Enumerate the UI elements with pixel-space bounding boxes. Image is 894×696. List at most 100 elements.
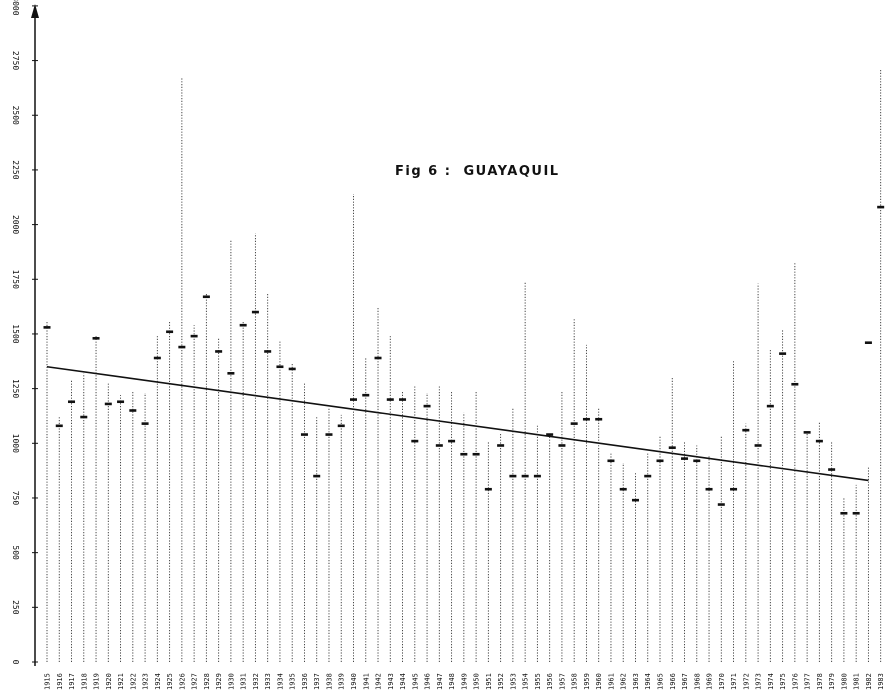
data-point — [816, 440, 823, 443]
x-tick-label: 1978 — [816, 673, 824, 690]
data-point — [497, 444, 504, 447]
x-tick-label: 1960 — [595, 673, 603, 690]
x-tick-label: 1918 — [80, 673, 88, 690]
x-tick-label: 1980 — [840, 673, 848, 690]
y-tick-label: 3000 — [11, 0, 20, 16]
x-tick-label: 1933 — [264, 673, 272, 690]
y-tick-label: 750 — [11, 491, 20, 506]
x-tick-label: 1963 — [632, 673, 640, 690]
x-tick-label: 1941 — [362, 673, 370, 690]
x-tick-label: 1949 — [460, 673, 468, 690]
data-point — [387, 398, 394, 401]
x-tick-label: 1975 — [779, 673, 787, 690]
x-tick-label: 1943 — [387, 673, 395, 690]
data-point — [558, 444, 565, 447]
x-tick-label: 1974 — [767, 673, 775, 690]
data-point — [779, 352, 786, 355]
data-point — [154, 357, 161, 360]
data-point — [105, 403, 112, 406]
y-tick-label: 1000 — [11, 434, 20, 453]
data-point — [424, 405, 431, 408]
data-point — [56, 425, 63, 428]
y-tick-label: 0 — [11, 660, 20, 665]
data-point — [460, 453, 467, 456]
x-tick-label: 1940 — [350, 673, 358, 690]
x-tick-label: 1929 — [215, 673, 223, 690]
x-tick-label: 1917 — [68, 673, 76, 690]
data-point — [44, 326, 51, 329]
x-tick-label: 1950 — [473, 673, 481, 690]
x-tick-label: 1973 — [755, 673, 763, 690]
data-point — [129, 409, 136, 412]
y-tick-label: 1750 — [11, 270, 20, 289]
x-tick-label: 1939 — [338, 673, 346, 690]
x-tick-label: 1981 — [853, 673, 861, 690]
x-axis-ticks: 1915 1916 1917 1918 1919 1920 1921 1922 1923 1924… — [44, 673, 886, 690]
x-tick-label: 1971 — [730, 673, 738, 690]
x-tick-label: 1969 — [706, 673, 714, 690]
y-tick-label: 1250 — [11, 379, 20, 398]
x-tick-label: 1932 — [252, 673, 260, 690]
data-point — [755, 444, 762, 447]
y-tick-label: 250 — [11, 600, 20, 615]
x-tick-label: 1916 — [56, 673, 64, 690]
data-point — [509, 475, 516, 478]
data-point — [362, 394, 369, 397]
x-tick-label: 1937 — [313, 673, 321, 690]
data-point — [227, 372, 234, 375]
x-tick-label: 1942 — [375, 673, 383, 690]
x-tick-label: 1961 — [607, 673, 615, 690]
x-tick-label: 1970 — [718, 673, 726, 690]
data-point — [865, 341, 872, 344]
x-tick-label: 1982 — [865, 673, 873, 690]
data-point — [375, 357, 382, 360]
data-point — [203, 295, 210, 298]
data-point — [338, 425, 345, 428]
data-point — [522, 475, 529, 478]
data-point — [289, 368, 296, 371]
data-point — [804, 431, 811, 434]
x-tick-label: 1964 — [644, 673, 652, 690]
data-point — [142, 422, 149, 425]
trend-line — [47, 367, 868, 481]
x-tick-label: 1979 — [828, 673, 836, 690]
data-point — [117, 400, 124, 403]
x-tick-label: 1920 — [105, 673, 113, 690]
x-tick-label: 1968 — [693, 673, 701, 690]
trend-line-layer — [47, 367, 868, 481]
data-point — [178, 346, 185, 349]
x-tick-label: 1927 — [191, 673, 199, 690]
data-point — [742, 429, 749, 432]
data-point — [485, 488, 492, 491]
x-tick-label: 1956 — [546, 673, 554, 690]
data-point — [681, 457, 688, 460]
x-tick-label: 1924 — [154, 673, 162, 690]
x-tick-label: 1926 — [178, 673, 186, 690]
data-point — [191, 335, 198, 338]
x-tick-label: 1976 — [791, 673, 799, 690]
x-tick-label: 1931 — [240, 673, 248, 690]
x-tick-label: 1953 — [509, 673, 517, 690]
x-tick-label: 1930 — [227, 673, 235, 690]
x-tick-label: 1936 — [301, 673, 309, 690]
data-point — [828, 468, 835, 471]
x-tick-label: 1959 — [583, 673, 591, 690]
data-point — [718, 503, 725, 506]
data-point — [436, 444, 443, 447]
data-point — [767, 405, 774, 408]
x-tick-label: 1925 — [166, 673, 174, 690]
x-tick-label: 1966 — [669, 673, 677, 690]
x-tick-label: 1955 — [534, 673, 542, 690]
x-tick-label: 1972 — [742, 673, 750, 690]
x-tick-label: 1958 — [571, 673, 579, 690]
data-point — [252, 311, 259, 314]
data-point — [350, 398, 357, 401]
data-point — [853, 512, 860, 515]
data-point — [840, 512, 847, 515]
y-tick-label: 2250 — [11, 160, 20, 179]
data-point — [448, 440, 455, 443]
x-tick-label: 1944 — [399, 673, 407, 690]
x-tick-label: 1952 — [497, 673, 505, 690]
data-point — [68, 400, 75, 403]
x-tick-label: 1945 — [411, 673, 419, 690]
